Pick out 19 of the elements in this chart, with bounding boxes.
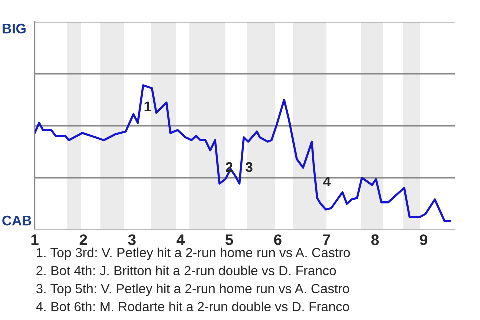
x-tick-label: 2 [80, 234, 88, 246]
x-tick-label: 1 [32, 234, 39, 246]
x-tick-label: 3 [128, 234, 136, 246]
x-tick-label: 7 [323, 234, 330, 246]
text: 1. Top 3rd: V. Petley hit a 2-run home run vs A. Castro [37, 248, 350, 260]
text: BIG [2, 24, 26, 34]
x-tick-label: 4 [176, 234, 185, 246]
text: 4. Bot 6th: M. Rodarte hit a 2-run double vs D. Franco [36, 302, 350, 312]
annotation: 4 [324, 176, 331, 187]
annotation: 2 [226, 162, 233, 172]
text: 2. Bot 4th: J. Britton hit a 2-run double vs D. Franco [36, 266, 336, 276]
x-tick-label: 5 [226, 234, 234, 246]
text: 3. Top 5th: V. Petley hit a 2-run home run vs A. Castro [36, 284, 350, 296]
text: CAB [2, 216, 32, 226]
x-tick-label: 9 [420, 234, 428, 246]
x-tick-label: 6 [274, 234, 282, 246]
x-tick-label: 8 [372, 234, 380, 246]
annotation: 3 [246, 162, 253, 172]
annotation: 1 [144, 102, 152, 112]
